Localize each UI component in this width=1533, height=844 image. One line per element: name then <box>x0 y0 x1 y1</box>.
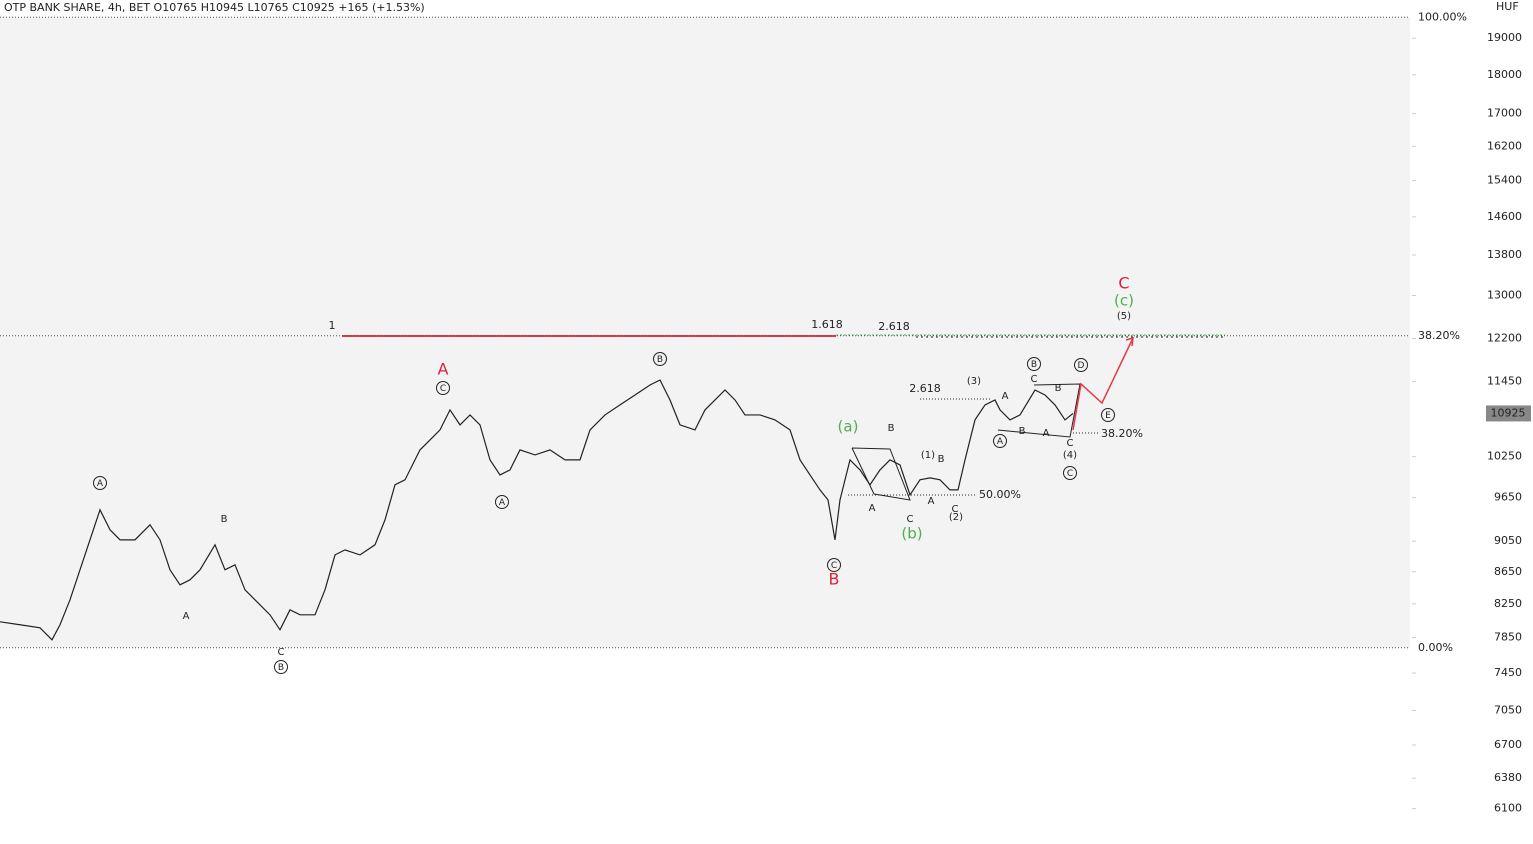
y-tick-label: 10250 <box>1487 450 1522 463</box>
y-tick-label: 19000 <box>1487 31 1522 44</box>
y-tick-label: 12200 <box>1487 332 1522 345</box>
y-tick-label: 14600 <box>1487 210 1522 223</box>
wave-label: (a) <box>838 418 859 436</box>
y-tick-label: 18000 <box>1487 68 1522 81</box>
fib-label: 1 <box>329 319 336 332</box>
wave-label: B <box>221 514 228 525</box>
y-tick-label: 8250 <box>1494 597 1522 610</box>
wave-label: C <box>1118 274 1129 293</box>
wave-circle <box>1063 466 1077 480</box>
wave-label: (c) <box>1114 292 1134 310</box>
wave-circle <box>1101 408 1115 422</box>
y-tick-label: 7450 <box>1494 666 1522 679</box>
wave-label: C <box>1067 438 1074 449</box>
wave-label: (b) <box>901 525 922 543</box>
wave-label: A <box>438 360 449 379</box>
wave-label: (2) <box>949 512 963 523</box>
wave-label: (4) <box>1063 450 1077 461</box>
y-tick-label: 17000 <box>1487 107 1522 120</box>
wave-circle <box>993 434 1007 448</box>
fib-label: 38.20% <box>1101 427 1143 440</box>
y-tick-label: 9050 <box>1494 534 1522 547</box>
fib-zone <box>0 17 1410 648</box>
wave-label: B <box>278 663 284 673</box>
fib-level-label: 100.00% <box>1418 10 1467 23</box>
wave-label: C <box>907 514 914 525</box>
y-tick-label: 9650 <box>1494 491 1522 504</box>
wave-circle <box>827 558 841 572</box>
fib-label: 2.618 <box>878 320 910 333</box>
fib-level-label: 38.20% <box>1418 329 1460 342</box>
y-tick-label: 15400 <box>1487 174 1522 187</box>
wave-circle <box>495 495 509 509</box>
wave-circle <box>274 660 288 674</box>
wave-circle <box>1027 357 1041 371</box>
y-tick-label: 16200 <box>1487 139 1522 152</box>
wave-label: B <box>938 454 945 465</box>
wave-label: A <box>1043 428 1050 439</box>
wave-wedge <box>997 383 1081 438</box>
wave-label: C <box>440 384 446 394</box>
y-tick-label: 11450 <box>1487 375 1522 388</box>
y-tick-label: 6380 <box>1494 771 1522 784</box>
wave-label: C <box>278 647 285 658</box>
wave-label: B <box>1019 426 1026 437</box>
wave-circle <box>93 476 107 490</box>
wave-label: C <box>1067 469 1073 479</box>
wave-label: A <box>183 611 190 622</box>
wave-label: A <box>928 496 935 507</box>
wave-label: (3) <box>967 376 981 387</box>
wave-label: C <box>1031 374 1038 385</box>
unit-label: HUF <box>1496 0 1519 13</box>
wave-circle <box>1074 358 1088 372</box>
wave-label: B <box>657 355 663 365</box>
wave-circle <box>653 352 667 366</box>
y-tick-label: 8650 <box>1494 565 1522 578</box>
wave-label: A <box>869 503 876 514</box>
wave-label: A <box>997 437 1004 447</box>
wave-label: C <box>831 561 837 571</box>
wave-label: B <box>829 570 840 589</box>
price-line <box>0 379 1074 641</box>
y-tick-label: 7850 <box>1494 631 1522 644</box>
fib-level-label: 0.00% <box>1418 641 1453 654</box>
chart-title: OTP BANK SHARE, 4h, BET O10765 H10945 L1… <box>4 1 425 14</box>
wave-label: B <box>1031 360 1037 370</box>
y-tick-label: 13800 <box>1487 248 1522 261</box>
wave-label: D <box>1078 361 1085 371</box>
wave-label: E <box>1105 411 1111 421</box>
last-price-box <box>1486 405 1531 422</box>
y-tick-label: 13000 <box>1487 289 1522 302</box>
wave-label: B <box>1055 383 1062 394</box>
wave-label: (5) <box>1117 311 1131 322</box>
projection-arrow <box>1125 336 1134 347</box>
wave-label: C <box>952 504 959 515</box>
fib-label: 50.00% <box>979 488 1021 501</box>
y-tick-label: 7050 <box>1494 703 1522 716</box>
wave-circle <box>436 381 450 395</box>
wave-wedge <box>851 447 911 501</box>
wave-label: (1) <box>921 450 935 461</box>
y-tick-label: 6700 <box>1494 738 1522 751</box>
wave-label: A <box>97 479 104 489</box>
last-price: 10925 <box>1491 406 1526 419</box>
wave-label: A <box>1002 391 1009 402</box>
wave-label: A <box>499 498 506 508</box>
y-tick-label: 6100 <box>1494 802 1522 815</box>
fib-label: 1.618 <box>811 318 843 331</box>
fib-label: 2.618 <box>909 382 941 395</box>
projection <box>1072 337 1134 431</box>
wave-label: B <box>888 423 895 434</box>
